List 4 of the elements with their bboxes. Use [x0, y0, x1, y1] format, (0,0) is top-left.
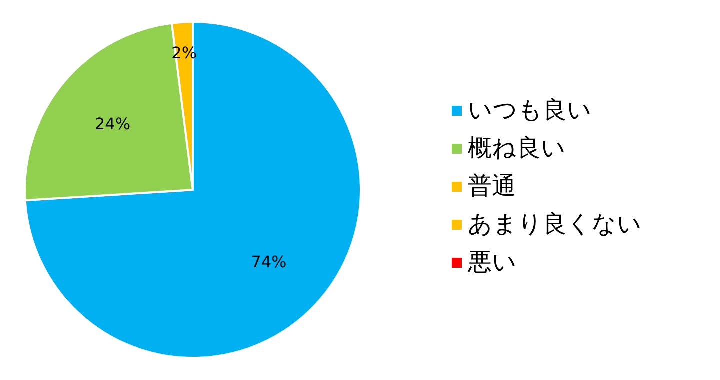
legend-label: 悪い: [467, 248, 517, 276]
data-label: 74%: [251, 252, 287, 272]
data-label: 24%: [94, 114, 131, 134]
legend-label: 普通: [468, 172, 516, 200]
